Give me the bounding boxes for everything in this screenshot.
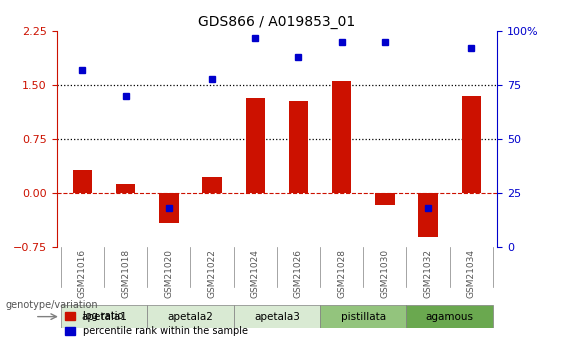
Text: GSM21034: GSM21034 — [467, 249, 476, 298]
Text: apetala1: apetala1 — [81, 312, 127, 322]
Text: GSM21020: GSM21020 — [164, 249, 173, 298]
FancyBboxPatch shape — [61, 306, 147, 328]
Text: GSM21018: GSM21018 — [121, 249, 130, 298]
Bar — [375, 193, 394, 205]
Text: genotype/variation: genotype/variation — [6, 300, 98, 310]
Bar — [73, 170, 92, 193]
Bar — [418, 193, 438, 237]
FancyBboxPatch shape — [147, 306, 234, 328]
Text: GSM21024: GSM21024 — [251, 249, 260, 298]
Bar — [289, 101, 308, 193]
Text: GSM21032: GSM21032 — [424, 249, 433, 298]
FancyBboxPatch shape — [320, 306, 406, 328]
Text: apetala3: apetala3 — [254, 312, 300, 322]
Text: agamous: agamous — [425, 312, 473, 322]
Bar — [202, 177, 221, 193]
Bar — [116, 184, 136, 193]
FancyBboxPatch shape — [406, 306, 493, 328]
Legend: log ratio, percentile rank within the sample: log ratio, percentile rank within the sa… — [62, 307, 251, 340]
Text: pistillata: pistillata — [341, 312, 386, 322]
Bar — [462, 96, 481, 193]
Bar — [246, 98, 265, 193]
Bar — [159, 193, 179, 223]
Text: GSM21028: GSM21028 — [337, 249, 346, 298]
Title: GDS866 / A019853_01: GDS866 / A019853_01 — [198, 14, 355, 29]
Text: GSM21022: GSM21022 — [207, 249, 216, 298]
Text: GSM21030: GSM21030 — [380, 249, 389, 298]
Text: GSM21016: GSM21016 — [78, 249, 87, 298]
Bar — [332, 81, 351, 193]
Text: GSM21026: GSM21026 — [294, 249, 303, 298]
Text: apetala2: apetala2 — [167, 312, 214, 322]
FancyBboxPatch shape — [234, 306, 320, 328]
